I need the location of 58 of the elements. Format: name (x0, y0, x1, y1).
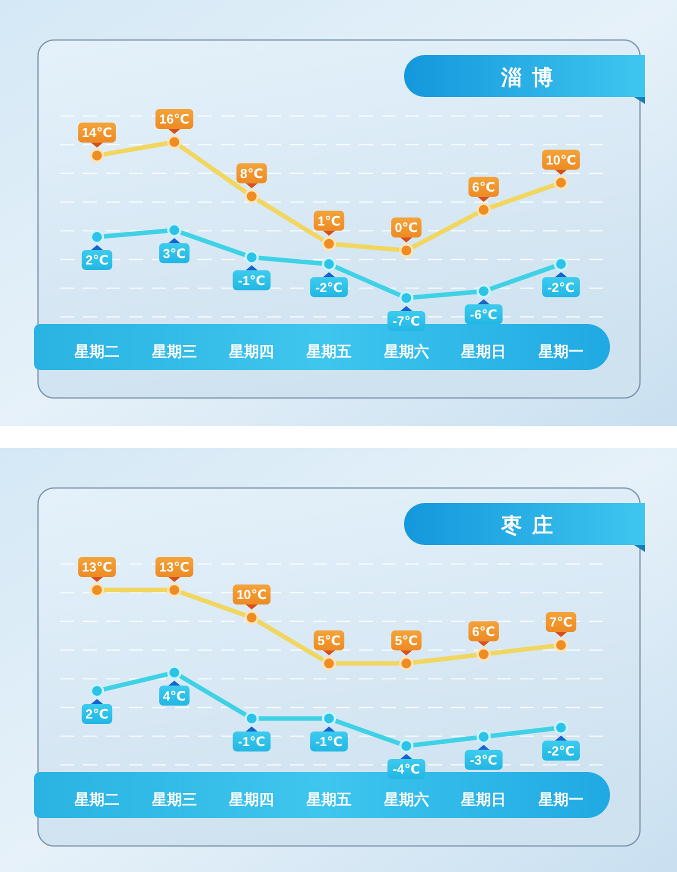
x-tick-label: 星期五 (306, 791, 352, 808)
data-label: 13℃ (82, 560, 112, 575)
data-label: 14℃ (82, 125, 112, 140)
data-label: 10℃ (546, 152, 576, 168)
point (244, 711, 259, 726)
data-label: -2℃ (547, 280, 575, 295)
x-tick-label: 星期五 (306, 343, 352, 360)
data-label: 7℃ (550, 614, 572, 630)
x-tick-label: 星期一 (538, 343, 584, 360)
data-label: 4℃ (162, 688, 186, 704)
data-label: -2℃ (547, 743, 575, 758)
data-label: 1℃ (318, 213, 340, 228)
point (90, 684, 104, 698)
point (167, 223, 182, 238)
x-tick-label: 星期一 (538, 791, 584, 808)
x-tick-label: 星期二 (74, 791, 120, 808)
data-label: -7℃ (392, 314, 420, 329)
point (399, 738, 414, 754)
x-tick-label: 星期四 (228, 343, 274, 360)
data-label: 6℃ (472, 180, 496, 195)
data-label: 10℃ (236, 587, 267, 602)
chart-title: 淄博 (500, 66, 563, 90)
point (167, 665, 182, 680)
data-label: 16℃ (159, 112, 190, 127)
point (476, 730, 491, 744)
x-tick-label: 星期三 (150, 791, 197, 808)
data-label: 5℃ (394, 633, 418, 648)
data-label: 5℃ (318, 633, 340, 648)
data-label: 2℃ (86, 706, 108, 722)
point (244, 250, 259, 264)
x-tick-label: 星期日 (460, 343, 506, 360)
data-label: -1℃ (238, 734, 266, 750)
data-label: 2℃ (86, 252, 108, 268)
x-tick-label: 星期二 (74, 343, 120, 360)
x-tick-label: 星期六 (382, 342, 429, 360)
data-label: 3℃ (162, 246, 186, 261)
point (322, 711, 336, 726)
data-label: -1℃ (315, 734, 343, 750)
x-tick-label: 星期日 (460, 791, 506, 808)
chart-title: 枣庄 (500, 514, 563, 538)
x-tick-label: 星期四 (228, 791, 274, 808)
data-label: 0℃ (394, 220, 418, 236)
data-label: -2℃ (315, 280, 343, 295)
point (399, 290, 414, 306)
x-tick-label: 星期六 (382, 790, 429, 808)
data-label: 8℃ (240, 166, 264, 181)
data-label: 13℃ (159, 560, 190, 575)
data-label: -6℃ (470, 306, 498, 322)
point (90, 230, 104, 244)
point (554, 720, 568, 735)
x-tick-label: 星期三 (150, 343, 197, 360)
data-label: -4℃ (392, 762, 420, 777)
data-label: 6℃ (472, 624, 496, 639)
point (476, 284, 491, 298)
point (554, 256, 568, 272)
data-label: -3℃ (470, 752, 498, 768)
data-label: -1℃ (238, 272, 266, 288)
point (322, 256, 336, 272)
